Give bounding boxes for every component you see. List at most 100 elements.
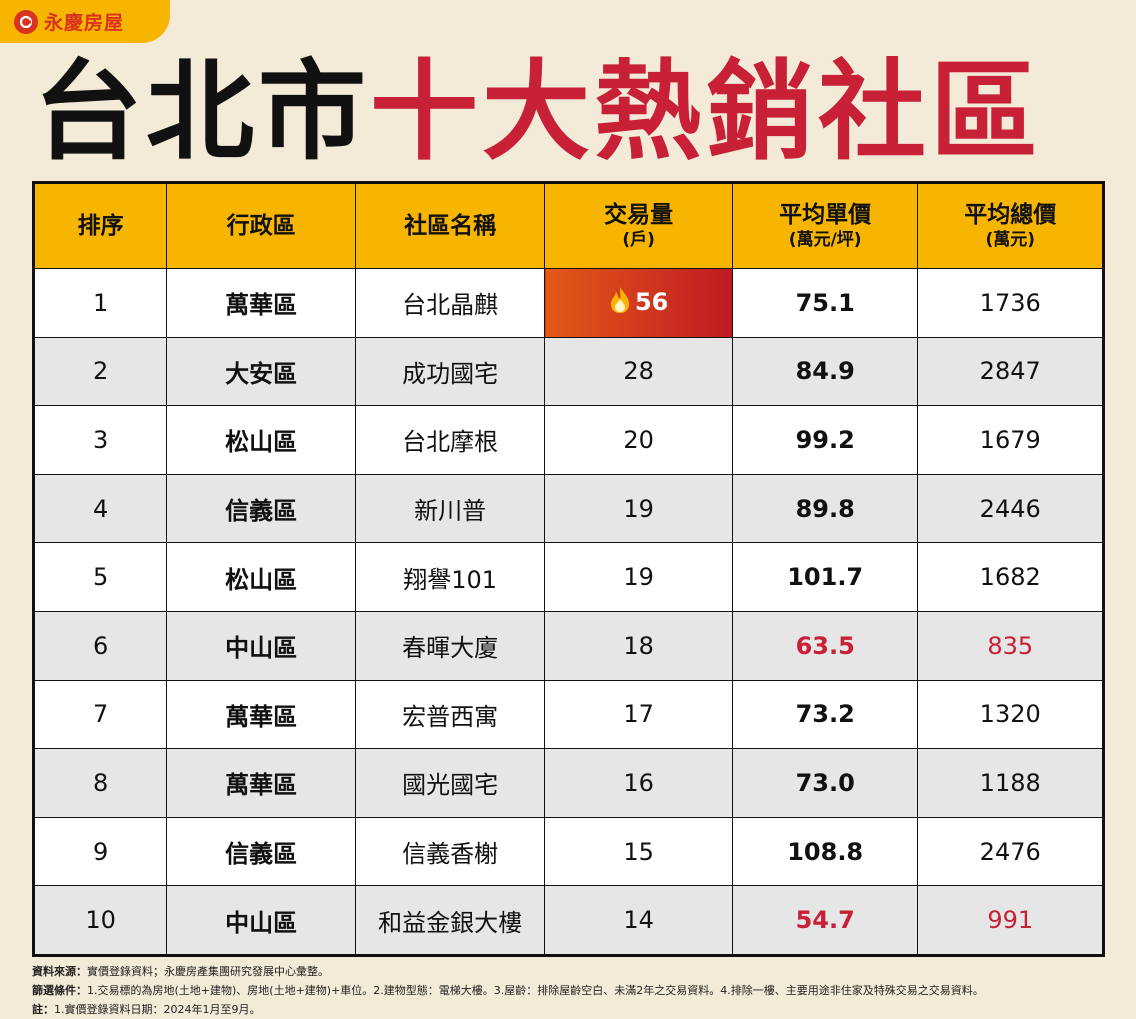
column-header: 交易量 (戶) bbox=[544, 182, 733, 269]
table-row: 6 中山區 春暉大廈 18 63.5 835 bbox=[32, 610, 1104, 681]
table-row: 2 大安區 成功國宅 28 84.9 2847 bbox=[32, 336, 1104, 407]
unit-price-cell: 75.1 bbox=[731, 268, 919, 338]
table-row: 7 萬華區 宏普西寓 17 73.2 1320 bbox=[32, 679, 1104, 750]
footnotes: 資料來源：實價登錄資料；永慶房產集團研究發展中心彙整。 篩選條件：1.交易標的為… bbox=[32, 962, 1105, 1019]
volume-cell: 15 bbox=[544, 816, 733, 887]
community-cell: 新川普 bbox=[354, 473, 546, 544]
district-cell: 萬華區 bbox=[166, 748, 356, 818]
table-row: 8 萬華區 國光國宅 16 73.0 1188 bbox=[32, 748, 1104, 818]
column-header-label: 平均總價 bbox=[964, 202, 1057, 228]
volume-cell: 17 bbox=[544, 679, 733, 750]
column-header: 行政區 bbox=[166, 182, 356, 269]
column-header-label: 交易量 bbox=[604, 202, 674, 228]
volume-cell: 14 bbox=[544, 885, 733, 956]
district-cell: 松山區 bbox=[166, 405, 356, 475]
column-header-unit: (戶) bbox=[622, 230, 655, 250]
column-header: 社區名稱 bbox=[354, 182, 546, 269]
unit-price-cell: 54.7 bbox=[731, 885, 919, 956]
page-title: 台北市十大熱銷社區 bbox=[34, 50, 1114, 175]
table-row: 3 松山區 台北摩根 20 99.2 1679 bbox=[32, 405, 1104, 475]
district-cell: 萬華區 bbox=[166, 679, 356, 750]
table-header-row: 排序 行政區 社區名稱 交易量 (戶) 平均單價 (萬元/坪) 平均總價 (萬元) bbox=[32, 182, 1104, 269]
footnote-note: 註：1.實價登錄資料日期：2024年1月至9月。 bbox=[32, 1000, 1105, 1019]
criteria-label: 篩選條件： bbox=[32, 984, 87, 997]
footnote-criteria: 篩選條件：1.交易標的為房地(土地+建物)、房地(土地+建物)+車位。2.建物型… bbox=[32, 981, 1105, 1000]
unit-price-cell: 89.8 bbox=[731, 473, 919, 544]
total-price-cell: 2476 bbox=[917, 816, 1104, 887]
brand-logo-icon bbox=[14, 9, 38, 34]
rank-cell: 5 bbox=[32, 542, 168, 612]
total-price-cell: 1188 bbox=[917, 748, 1104, 818]
district-cell: 信義區 bbox=[166, 473, 356, 544]
district-cell: 信義區 bbox=[166, 816, 356, 887]
criteria-text: 1.交易標的為房地(土地+建物)、房地(土地+建物)+車位。2.建物型態：電梯大… bbox=[87, 984, 984, 997]
total-price-cell: 991 bbox=[917, 885, 1104, 956]
unit-price-cell: 73.0 bbox=[731, 748, 919, 818]
column-header-unit: (萬元/坪) bbox=[788, 230, 862, 250]
total-price-cell: 1682 bbox=[917, 542, 1104, 612]
rank-cell: 4 bbox=[32, 473, 168, 544]
district-cell: 大安區 bbox=[166, 336, 356, 407]
community-cell: 台北摩根 bbox=[354, 405, 546, 475]
total-price-cell: 1320 bbox=[917, 679, 1104, 750]
ranking-table: 排序 行政區 社區名稱 交易量 (戶) 平均單價 (萬元/坪) 平均總價 (萬元) 1 萬華區 台北… bbox=[32, 181, 1105, 957]
volume-cell: 19 bbox=[544, 473, 733, 544]
title-highlight: 十大熱銷社區 bbox=[370, 50, 1043, 175]
table-row: 10 中山區 和益金銀大樓 14 54.7 991 bbox=[32, 885, 1104, 956]
volume-cell: 16 bbox=[544, 748, 733, 818]
district-cell: 萬華區 bbox=[166, 268, 356, 338]
unit-price-cell: 108.8 bbox=[731, 816, 919, 887]
volume-cell: 56 bbox=[544, 268, 733, 338]
table-body: 1 萬華區 台北晶麒 56 75.1 1736 2 大安區 成功國宅 28 84.9 2847 3 松山區… bbox=[32, 268, 1104, 956]
column-header: 平均單價 (萬元/坪) bbox=[731, 182, 919, 269]
unit-price-cell: 99.2 bbox=[731, 405, 919, 475]
district-cell: 中山區 bbox=[166, 885, 356, 956]
unit-price-cell: 101.7 bbox=[731, 542, 919, 612]
community-cell: 成功國宅 bbox=[354, 336, 546, 407]
rank-cell: 7 bbox=[32, 679, 168, 750]
district-cell: 中山區 bbox=[166, 610, 356, 681]
rank-cell: 3 bbox=[32, 405, 168, 475]
community-cell: 和益金銀大樓 bbox=[354, 885, 546, 956]
community-cell: 宏普西寓 bbox=[354, 679, 546, 750]
volume-cell: 18 bbox=[544, 610, 733, 681]
flame-icon bbox=[609, 286, 631, 320]
community-cell: 翔譽101 bbox=[354, 542, 546, 612]
volume-value: 56 bbox=[634, 287, 669, 316]
footnote-source: 資料來源：實價登錄資料；永慶房產集團研究發展中心彙整。 bbox=[32, 962, 1105, 981]
total-price-cell: 2446 bbox=[917, 473, 1104, 544]
column-header: 平均總價 (萬元) bbox=[917, 182, 1104, 269]
column-header-label: 平均單價 bbox=[779, 202, 872, 228]
column-header-label: 行政區 bbox=[226, 213, 296, 239]
rank-cell: 2 bbox=[32, 336, 168, 407]
column-header-label: 社區名稱 bbox=[404, 213, 497, 239]
table-row: 9 信義區 信義香榭 15 108.8 2476 bbox=[32, 816, 1104, 887]
volume-cell: 20 bbox=[544, 405, 733, 475]
column-header-unit: (萬元) bbox=[985, 230, 1035, 250]
unit-price-cell: 63.5 bbox=[731, 610, 919, 681]
table-row: 5 松山區 翔譽101 19 101.7 1682 bbox=[32, 542, 1104, 612]
total-price-cell: 835 bbox=[917, 610, 1104, 681]
brand-name: 永慶房屋 bbox=[44, 12, 125, 34]
rank-cell: 9 bbox=[32, 816, 168, 887]
rank-cell: 6 bbox=[32, 610, 168, 681]
table-row: 1 萬華區 台北晶麒 56 75.1 1736 bbox=[32, 268, 1104, 338]
table-row: 4 信義區 新川普 19 89.8 2446 bbox=[32, 473, 1104, 544]
column-header: 排序 bbox=[32, 182, 168, 269]
total-price-cell: 1736 bbox=[917, 268, 1104, 338]
volume-cell: 19 bbox=[544, 542, 733, 612]
community-cell: 台北晶麒 bbox=[354, 268, 546, 338]
note-label: 註： bbox=[32, 1003, 54, 1016]
district-cell: 松山區 bbox=[166, 542, 356, 612]
brand-logo: 永慶房屋 bbox=[0, 0, 170, 43]
column-header-label: 排序 bbox=[77, 213, 124, 239]
total-price-cell: 2847 bbox=[917, 336, 1104, 407]
source-text: 實價登錄資料；永慶房產集團研究發展中心彙整。 bbox=[87, 965, 329, 978]
community-cell: 春暉大廈 bbox=[354, 610, 546, 681]
title-city: 台北市 bbox=[34, 50, 371, 175]
volume-cell: 28 bbox=[544, 336, 733, 407]
community-cell: 信義香榭 bbox=[354, 816, 546, 887]
rank-cell: 8 bbox=[32, 748, 168, 818]
unit-price-cell: 84.9 bbox=[731, 336, 919, 407]
total-price-cell: 1679 bbox=[917, 405, 1104, 475]
